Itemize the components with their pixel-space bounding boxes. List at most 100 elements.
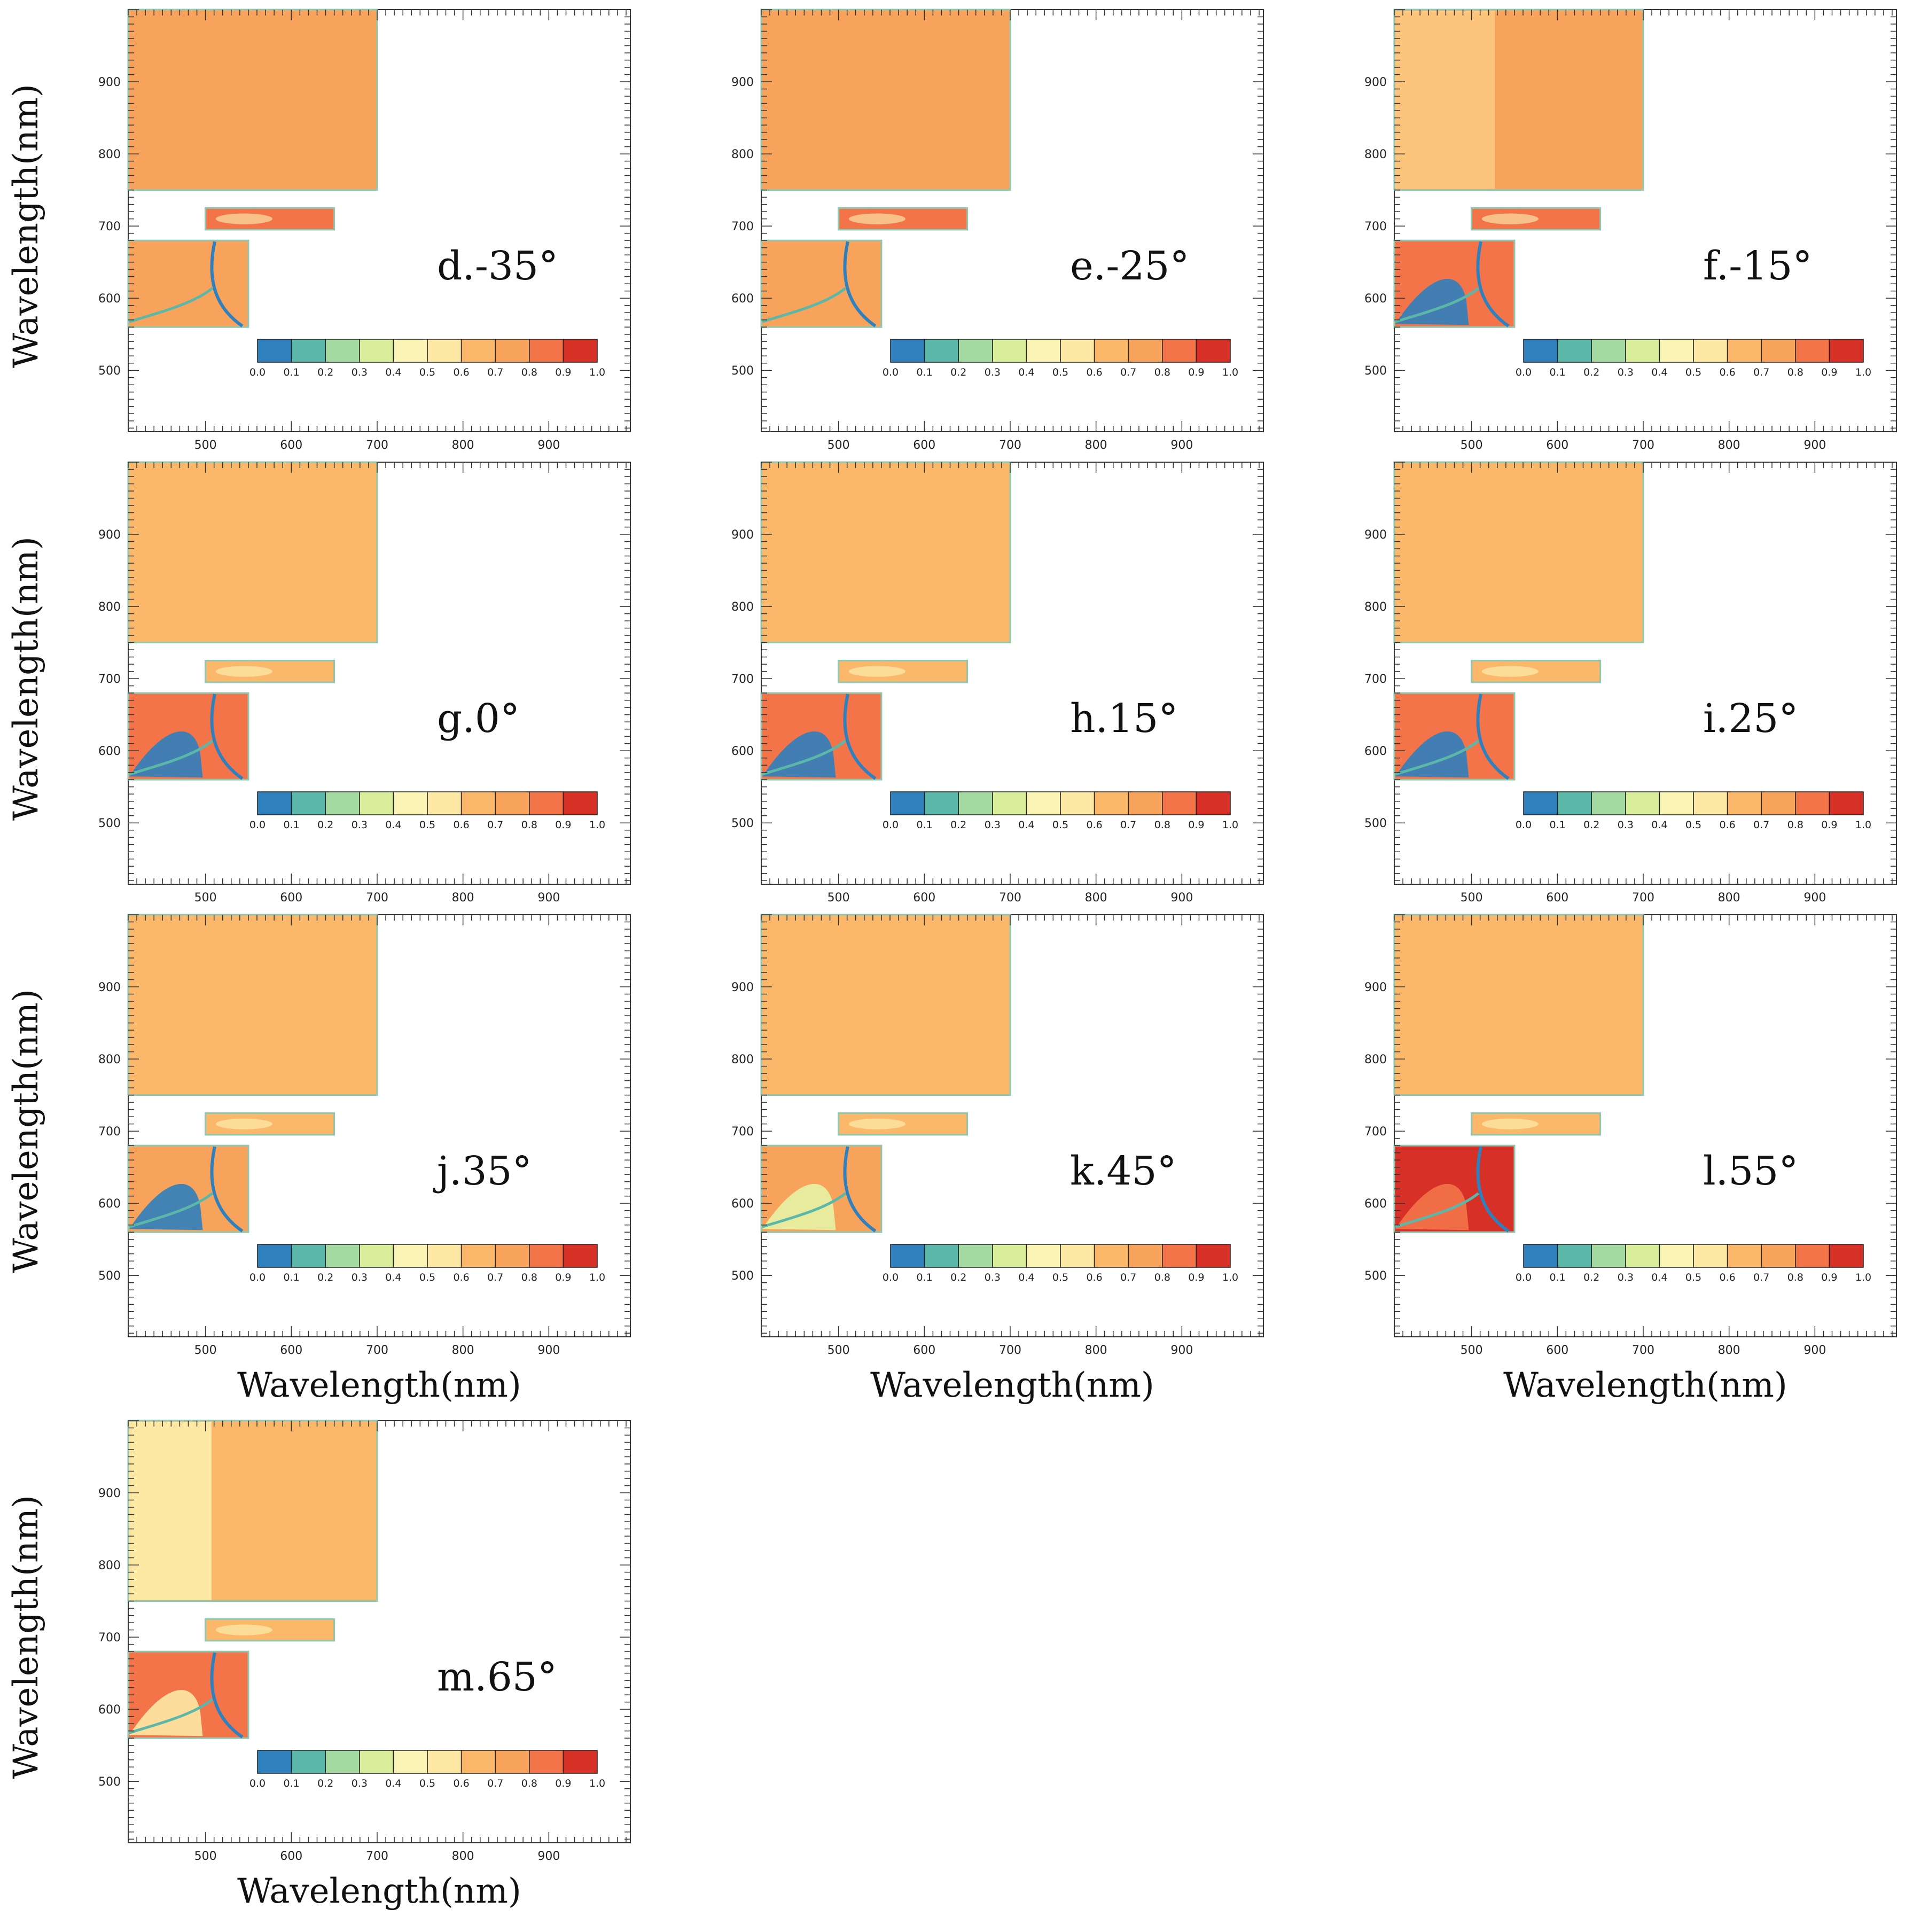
panel-d: 500 600 700 800 900 500 600 700 800 900 0.0 0.1 0.2 0… — [6, 9, 631, 452]
colorbar-tick-label: 0.7 — [1120, 1272, 1136, 1283]
colorbar-tick-label: 0.7 — [1120, 367, 1136, 378]
colorbar-tick-label: 0.7 — [1753, 819, 1769, 831]
colorbar-segment — [924, 339, 959, 363]
colorbar-segment — [1557, 339, 1592, 363]
colorbar-tick-label: 0.4 — [385, 1778, 401, 1789]
colorbar-tick-label: 0.1 — [283, 367, 299, 378]
y-tick-label: 500 — [98, 817, 121, 830]
x-tick-label: 500 — [194, 891, 217, 905]
colorbar-segment — [1591, 791, 1626, 815]
region-low-contour — [129, 1192, 214, 1228]
colorbar-segment — [1625, 791, 1660, 815]
y-tick-label: 900 — [98, 981, 121, 994]
x-tick-label: 600 — [1546, 891, 1568, 905]
colorbar-tick-label: 0.0 — [1516, 819, 1532, 831]
colorbar-tick-label: 0.8 — [521, 819, 537, 831]
region-top — [1393, 914, 1644, 1096]
colorbar-segment — [958, 339, 993, 363]
region-mid-detail — [1481, 666, 1539, 677]
y-tick-label: 600 — [1364, 292, 1387, 306]
y-tick-label: 700 — [98, 220, 121, 233]
colorbar-segment — [325, 339, 360, 363]
colorbar-segment — [393, 1244, 428, 1268]
colorbar-segment — [1625, 1244, 1660, 1268]
x-tick-label: 700 — [1632, 891, 1654, 905]
panel-l: 500 600 700 800 900 500 600 700 800 900 0.0 0.1 0.2 0… — [1364, 914, 1897, 1405]
y-tick-label: 900 — [731, 981, 754, 994]
colorbar-segment — [393, 339, 428, 363]
colorbar-segment — [1829, 1244, 1864, 1268]
y-tick-label: 700 — [1364, 1125, 1387, 1139]
x-tick-label: 600 — [913, 1344, 935, 1357]
colorbar-segment — [1727, 1244, 1762, 1268]
y-tick-label: 700 — [98, 1125, 121, 1139]
colorbar-tick-label: 0.4 — [1018, 367, 1034, 378]
colorbar-segment — [1060, 791, 1095, 815]
region-low-band — [129, 731, 203, 778]
colorbar-segment — [257, 791, 292, 815]
colorbar-tick-label: 0.5 — [419, 819, 435, 831]
x-tick-label: 500 — [827, 1344, 850, 1357]
y-tick-label: 800 — [1364, 148, 1387, 161]
region-low-contour — [129, 739, 214, 776]
colorbar-segment — [1557, 1244, 1592, 1268]
x-tick-label: 600 — [280, 891, 302, 905]
colorbar-tick-label: 0.7 — [487, 367, 503, 378]
y-tick-label: 700 — [731, 220, 754, 233]
x-tick-label: 800 — [1085, 439, 1107, 452]
x-tick-label: 600 — [1546, 1344, 1568, 1357]
colorbar-tick-label: 0.5 — [1052, 819, 1068, 831]
colorbar-tick-label: 0.3 — [352, 1272, 368, 1283]
panel-e: 500 600 700 800 900 500 600 700 800 900 0.0 0.1 0.2 0… — [731, 9, 1264, 452]
colorbar-segment — [1094, 1244, 1129, 1268]
colorbar-tick-label: 0.1 — [1549, 367, 1565, 378]
y-tick-label: 700 — [731, 673, 754, 686]
colorbar-tick-label: 0.4 — [1651, 819, 1667, 831]
panel-label: h.15° — [1070, 696, 1178, 742]
y-tick-label: 800 — [731, 1053, 754, 1066]
colorbar-tick-label: 0.8 — [1787, 1272, 1803, 1283]
colorbar-tick-label: 0.5 — [1685, 1272, 1701, 1283]
colorbar-segment — [1727, 791, 1762, 815]
y-tick-label: 600 — [98, 1197, 121, 1211]
region-top — [127, 9, 378, 191]
colorbar-segment — [291, 339, 326, 363]
region-low-contour — [1395, 739, 1480, 776]
colorbar-segment — [529, 1750, 564, 1774]
y-tick-label: 600 — [731, 1197, 754, 1211]
region-mid-detail — [215, 666, 272, 677]
x-tick-label: 700 — [999, 439, 1021, 452]
panel-label: j.35° — [433, 1148, 532, 1194]
colorbar-segment — [325, 791, 360, 815]
region-low-band — [129, 1183, 203, 1230]
region-low-contour — [1476, 241, 1510, 328]
y-tick-label: 900 — [1364, 981, 1387, 994]
y-tick-label: 900 — [1364, 528, 1387, 542]
colorbar-segment — [1591, 1244, 1626, 1268]
colorbar-tick-label: 0.2 — [317, 367, 333, 378]
colorbar-segment — [890, 791, 925, 815]
colorbar-tick-label: 0.3 — [1618, 1272, 1634, 1283]
colorbar-tick-label: 0.5 — [419, 1272, 435, 1283]
colorbar-tick-label: 0.9 — [555, 1778, 571, 1789]
panel-label: m.65° — [437, 1654, 557, 1700]
colorbar-tick-label: 0.8 — [1154, 819, 1170, 831]
x-tick-label: 500 — [1461, 439, 1483, 452]
colorbar-tick-label: 0.3 — [985, 1272, 1001, 1283]
region-low-contour — [1476, 694, 1510, 780]
y-tick-label: 500 — [98, 1269, 121, 1283]
colorbar-segment — [1128, 1244, 1163, 1268]
region-mid-detail — [215, 1624, 272, 1635]
x-tick-label: 700 — [366, 1344, 388, 1357]
colorbar-tick-label: 0.8 — [1787, 367, 1803, 378]
colorbar-tick-label: 0.9 — [1821, 367, 1837, 378]
colorbar-segment — [1761, 339, 1796, 363]
colorbar-tick-label: 0.9 — [1188, 819, 1204, 831]
colorbar-segment — [1761, 791, 1796, 815]
y-tick-label: 500 — [98, 364, 121, 378]
colorbar-segment — [1026, 1244, 1061, 1268]
region-top — [760, 461, 1011, 644]
y-tick-label: 600 — [98, 1703, 121, 1717]
x-tick-label: 900 — [1170, 891, 1193, 905]
colorbar-segment — [1795, 791, 1830, 815]
